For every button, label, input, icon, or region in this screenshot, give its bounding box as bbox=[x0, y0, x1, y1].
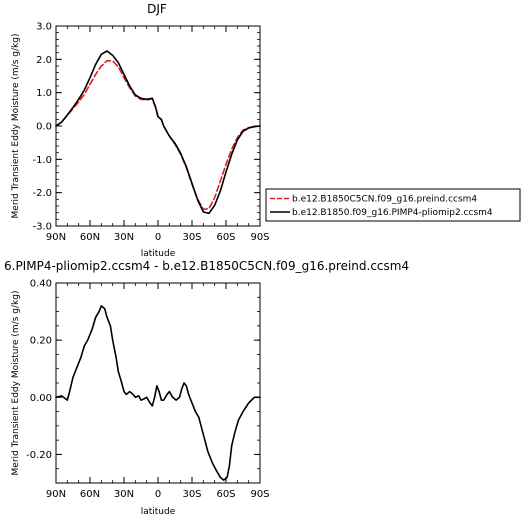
x-tick-label: 30N bbox=[114, 489, 134, 500]
x-tick-label: 90N bbox=[46, 489, 66, 500]
chart1-x-axis: 90N 60N 30N 0 30S 60S 90S bbox=[46, 26, 270, 243]
legend-frame bbox=[265, 188, 521, 222]
chart2-x-axis: 90N 60N 30N 0 30S 60S 90S bbox=[46, 283, 270, 500]
series-line-1 bbox=[55, 59, 261, 211]
x-tick-label: 60S bbox=[216, 489, 235, 500]
x-tick-label: 30S bbox=[182, 232, 201, 243]
y-tick-label: 0.40 bbox=[30, 279, 52, 290]
chart-djf: DJF 3.02.01.00.0-1.0-2.0-3.0 90N 60N 30N 0 3… bbox=[11, 2, 270, 259]
chart2-xlabel: latitude bbox=[141, 507, 176, 517]
x-tick-label: 0 bbox=[155, 232, 161, 243]
chart1-title: DJF bbox=[147, 2, 167, 16]
y-tick-label: -0.20 bbox=[26, 450, 52, 461]
y-tick-label: -1.0 bbox=[32, 155, 52, 166]
y-tick-label: 3.0 bbox=[36, 22, 52, 33]
x-tick-label: 60N bbox=[80, 489, 100, 500]
y-tick-label: 0.0 bbox=[36, 122, 52, 133]
y-tick-label: 0.00 bbox=[30, 393, 52, 404]
legend-label-series-1: b.e12.B1850C5CN.f09_g16.preind.ccsm4 bbox=[292, 195, 477, 205]
chart1-legend: b.e12.B1850C5CN.f09_g16.preind.ccsm4 b.e… bbox=[265, 188, 521, 222]
legend-label-series-2: b.e12.B1850.f09_g16.PIMP4-pliomip2.ccsm4 bbox=[292, 208, 493, 218]
x-tick-label: 90N bbox=[46, 232, 66, 243]
chart-difference: 6.PIMP4-pliomip2.ccsm4 - b.e12.B1850C5CN… bbox=[4, 259, 409, 517]
chart2-series bbox=[55, 305, 261, 481]
x-tick-label: 30S bbox=[182, 489, 201, 500]
chart2-ylabel: Merid Transient Eddy Moisture (m/s g/kg) bbox=[11, 291, 21, 476]
chart1-ylabel: Merid Transient Eddy Moisture (m/s g/kg) bbox=[11, 34, 21, 219]
series-line-1 bbox=[55, 305, 261, 481]
y-tick-label: 2.0 bbox=[36, 55, 52, 66]
y-tick-label: -2.0 bbox=[32, 188, 52, 199]
y-tick-label: 1.0 bbox=[36, 88, 52, 99]
chart2-plot-frame bbox=[55, 282, 261, 484]
x-tick-label: 60N bbox=[80, 232, 100, 243]
x-tick-label: 90S bbox=[250, 232, 269, 243]
chart1-series bbox=[55, 50, 261, 215]
chart1-plot-frame bbox=[55, 25, 261, 227]
y-tick-label: -3.0 bbox=[32, 222, 52, 233]
chart2-y-axis: 0.40 0.20 0.00 -0.20 bbox=[26, 279, 260, 484]
chart1-y-axis: 3.0 2.0 1.0 0.0 -1.0 -2.0 -3.0 bbox=[32, 22, 260, 233]
chart2-title: 6.PIMP4-pliomip2.ccsm4 - b.e12.B1850C5CN… bbox=[4, 259, 409, 273]
chart1-xlabel: latitude bbox=[141, 249, 176, 259]
series-line-2 bbox=[55, 50, 261, 215]
x-tick-label: 90S bbox=[250, 489, 269, 500]
x-tick-label: 60S bbox=[216, 232, 235, 243]
x-tick-label: 0 bbox=[155, 489, 161, 500]
x-tick-label: 30N bbox=[114, 232, 134, 243]
y-tick-label: 0.20 bbox=[30, 336, 52, 347]
